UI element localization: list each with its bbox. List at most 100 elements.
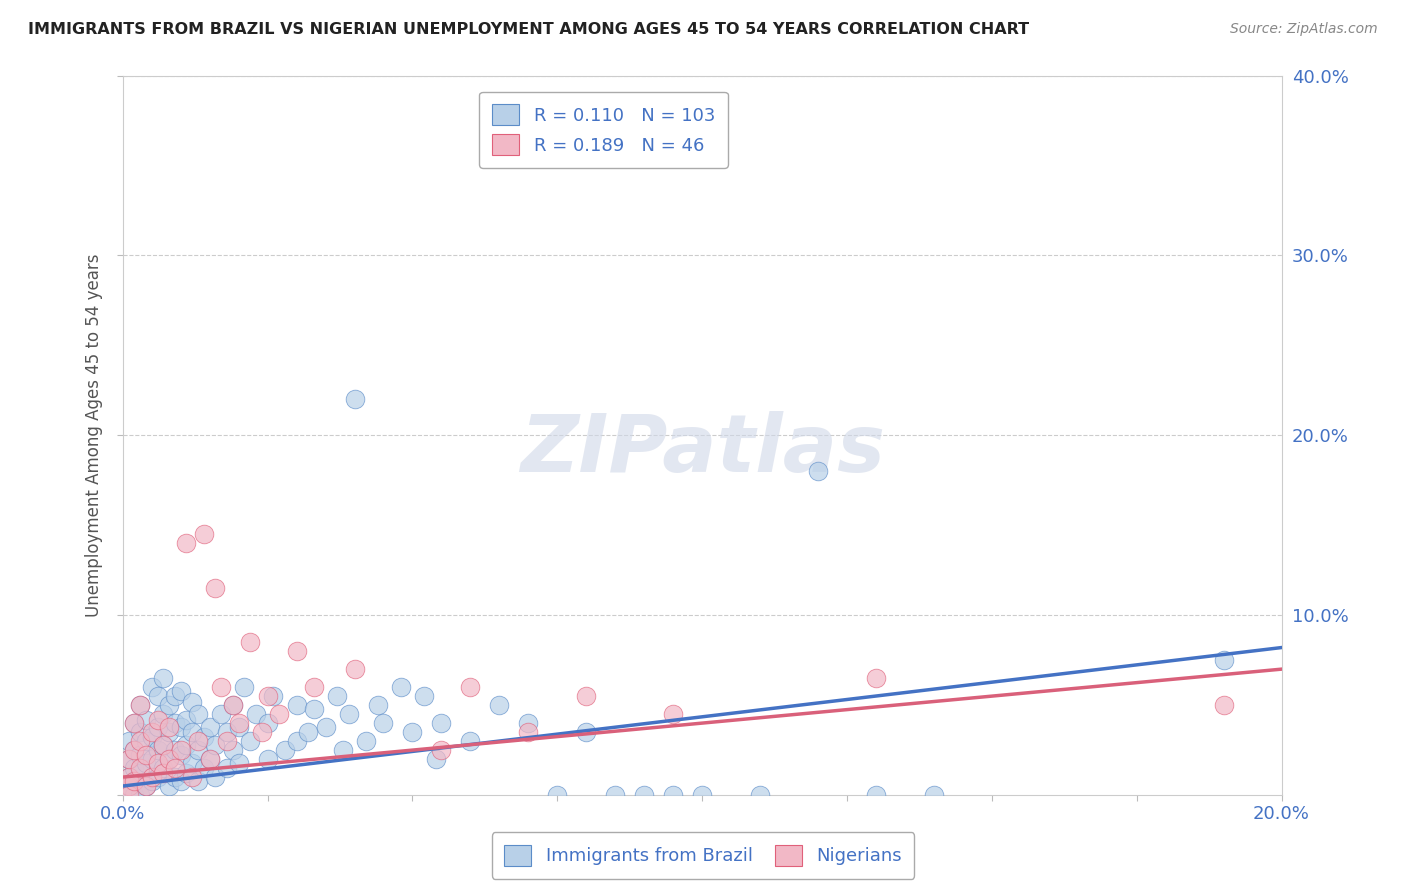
Point	[865, 671, 887, 685]
Point	[250, 725, 273, 739]
Point	[488, 698, 510, 712]
Point	[181, 725, 204, 739]
Point	[117, 770, 139, 784]
Point	[163, 716, 186, 731]
Point	[302, 680, 325, 694]
Point	[146, 689, 169, 703]
Point	[129, 788, 152, 802]
Point	[517, 725, 540, 739]
Point	[152, 761, 174, 775]
Point	[135, 748, 157, 763]
Point	[354, 734, 377, 748]
Point	[662, 788, 685, 802]
Point	[124, 716, 146, 731]
Point	[157, 725, 180, 739]
Point	[135, 779, 157, 793]
Point	[228, 756, 250, 770]
Point	[170, 773, 193, 788]
Legend: Immigrants from Brazil, Nigerians: Immigrants from Brazil, Nigerians	[492, 832, 914, 879]
Point	[176, 713, 198, 727]
Point	[170, 683, 193, 698]
Point	[163, 770, 186, 784]
Point	[460, 680, 482, 694]
Point	[157, 752, 180, 766]
Point	[285, 644, 308, 658]
Point	[215, 725, 238, 739]
Point	[343, 392, 366, 407]
Point	[215, 761, 238, 775]
Point	[222, 743, 245, 757]
Point	[157, 752, 180, 766]
Point	[170, 743, 193, 757]
Point	[389, 680, 412, 694]
Point	[256, 716, 278, 731]
Point	[413, 689, 436, 703]
Point	[1212, 653, 1234, 667]
Legend: R = 0.110   N = 103, R = 0.189   N = 46: R = 0.110 N = 103, R = 0.189 N = 46	[479, 92, 727, 168]
Point	[297, 725, 319, 739]
Point	[633, 788, 655, 802]
Point	[605, 788, 627, 802]
Point	[124, 761, 146, 775]
Point	[141, 770, 163, 784]
Point	[575, 689, 598, 703]
Point	[129, 725, 152, 739]
Point	[163, 761, 186, 775]
Point	[181, 694, 204, 708]
Point	[517, 716, 540, 731]
Point	[181, 770, 204, 784]
Point	[326, 689, 349, 703]
Point	[193, 731, 215, 745]
Point	[198, 752, 221, 766]
Point	[239, 635, 262, 649]
Point	[401, 725, 423, 739]
Point	[157, 698, 180, 712]
Text: IMMIGRANTS FROM BRAZIL VS NIGERIAN UNEMPLOYMENT AMONG AGES 45 TO 54 YEARS CORREL: IMMIGRANTS FROM BRAZIL VS NIGERIAN UNEMP…	[28, 22, 1029, 37]
Point	[157, 720, 180, 734]
Point	[198, 752, 221, 766]
Point	[176, 738, 198, 752]
Point	[187, 743, 209, 757]
Point	[135, 756, 157, 770]
Point	[152, 766, 174, 780]
Point	[222, 698, 245, 712]
Text: ZIPatlas: ZIPatlas	[520, 410, 884, 489]
Point	[1212, 698, 1234, 712]
Point	[269, 707, 291, 722]
Point	[228, 720, 250, 734]
Point	[163, 689, 186, 703]
Point	[163, 743, 186, 757]
Point	[152, 738, 174, 752]
Point	[315, 720, 337, 734]
Point	[135, 713, 157, 727]
Point	[193, 761, 215, 775]
Point	[141, 752, 163, 766]
Point	[146, 770, 169, 784]
Y-axis label: Unemployment Among Ages 45 to 54 years: Unemployment Among Ages 45 to 54 years	[86, 253, 103, 617]
Point	[129, 698, 152, 712]
Point	[181, 756, 204, 770]
Point	[152, 707, 174, 722]
Point	[204, 738, 226, 752]
Point	[135, 734, 157, 748]
Point	[187, 734, 209, 748]
Point	[425, 752, 447, 766]
Point	[141, 773, 163, 788]
Point	[129, 761, 152, 775]
Point	[575, 725, 598, 739]
Point	[337, 707, 360, 722]
Point	[749, 788, 772, 802]
Point	[187, 707, 209, 722]
Point	[343, 662, 366, 676]
Point	[460, 734, 482, 748]
Point	[332, 743, 354, 757]
Point	[204, 581, 226, 595]
Point	[170, 720, 193, 734]
Point	[256, 689, 278, 703]
Point	[222, 698, 245, 712]
Text: Source: ZipAtlas.com: Source: ZipAtlas.com	[1230, 22, 1378, 37]
Point	[922, 788, 945, 802]
Point	[129, 766, 152, 780]
Point	[129, 734, 152, 748]
Point	[245, 707, 267, 722]
